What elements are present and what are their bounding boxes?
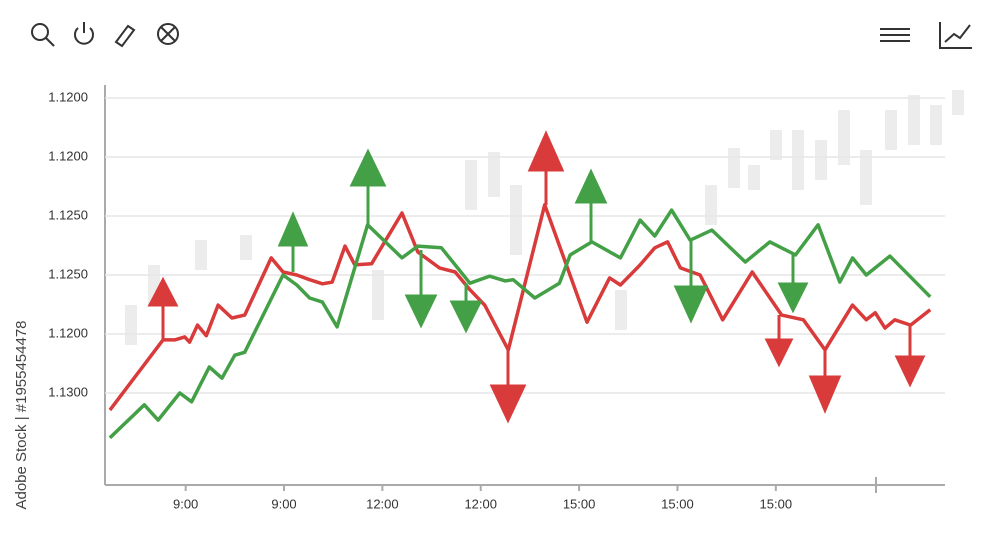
y-tick-label: 1.1250 bbox=[48, 207, 88, 222]
x-tick-label: 12:00 bbox=[366, 496, 399, 511]
series-line bbox=[108, 208, 932, 440]
zoom-icon[interactable] bbox=[31, 23, 55, 47]
y-tick-label: 1.1200 bbox=[48, 89, 88, 104]
toolbar bbox=[31, 22, 972, 49]
x-tick-label: 9:00 bbox=[173, 496, 198, 511]
clear-icon[interactable] bbox=[157, 23, 179, 45]
chart-icon[interactable] bbox=[939, 22, 972, 49]
series-line bbox=[108, 203, 932, 412]
draw-icon[interactable] bbox=[114, 24, 136, 48]
signal-arrows bbox=[147, 130, 926, 424]
candles bbox=[125, 90, 964, 345]
x-tick-label: 15:00 bbox=[563, 496, 596, 511]
y-tick-label: 1.1200 bbox=[48, 148, 88, 163]
y-tick-label: 1.1300 bbox=[48, 384, 88, 399]
x-tick-label: 15:00 bbox=[760, 496, 793, 511]
x-tick-label: 15:00 bbox=[661, 496, 694, 511]
x-tick-label: 12:00 bbox=[464, 496, 497, 511]
watermark: Adobe Stock | #1955454478 bbox=[13, 320, 30, 509]
reset-icon[interactable] bbox=[74, 22, 94, 45]
y-tick-label: 1.1200 bbox=[48, 325, 88, 340]
menu-icon[interactable] bbox=[880, 28, 910, 42]
x-tick-label: 9:00 bbox=[271, 496, 296, 511]
y-tick-label: 1.1250 bbox=[48, 266, 88, 281]
